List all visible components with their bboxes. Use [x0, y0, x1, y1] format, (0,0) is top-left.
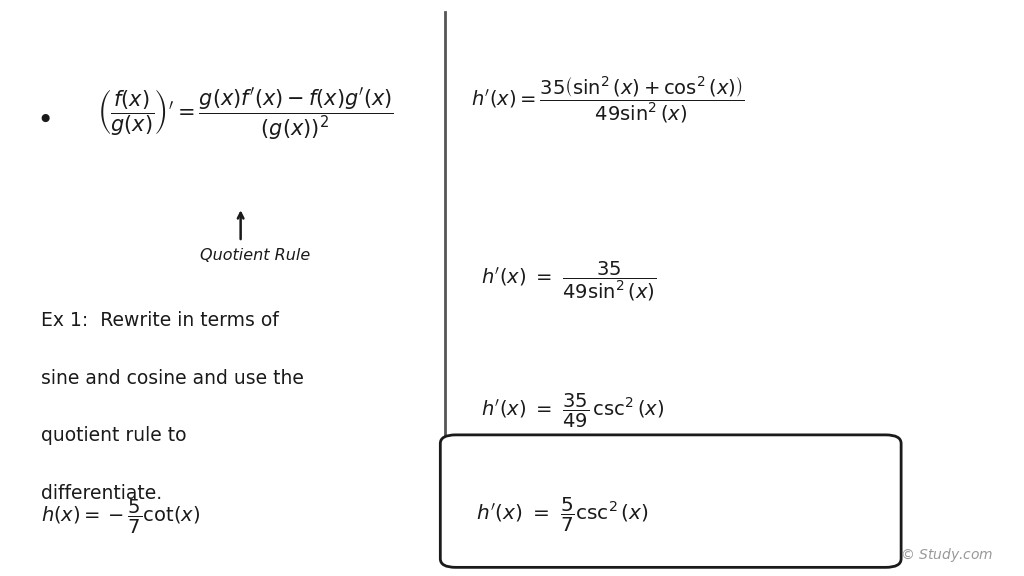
Text: quotient rule to: quotient rule to: [41, 426, 186, 445]
Text: differentiate.: differentiate.: [41, 484, 162, 503]
Text: $h'(x) \ = \ \dfrac{5}{7}\csc^2(x)$: $h'(x) \ = \ \dfrac{5}{7}\csc^2(x)$: [476, 495, 649, 533]
Text: $\bullet$: $\bullet$: [36, 104, 50, 132]
Text: sine and cosine and use the: sine and cosine and use the: [41, 369, 304, 388]
Text: $h'(x) \ = \ \dfrac{35}{49\sin^2(x)}$: $h'(x) \ = \ \dfrac{35}{49\sin^2(x)}$: [481, 259, 656, 303]
Text: Ex 1:  Rewrite in terms of: Ex 1: Rewrite in terms of: [41, 311, 279, 330]
Text: $h'(x) = \dfrac{35\left(\sin^2(x)+\cos^2(x)\right)}{49\sin^2(x)}$: $h'(x) = \dfrac{35\left(\sin^2(x)+\cos^2…: [471, 75, 744, 126]
Text: $\left(\dfrac{f(x)}{g(x)}\right)' = \dfrac{g(x)f'(x) - f(x)g'(x)}{\left(g(x)\rig: $\left(\dfrac{f(x)}{g(x)}\right)' = \dfr…: [97, 86, 394, 142]
Text: $\copyright$ Study.com: $\copyright$ Study.com: [900, 547, 993, 564]
Text: $h'(x) \ = \ \dfrac{35}{49}\,\csc^2(x)$: $h'(x) \ = \ \dfrac{35}{49}\,\csc^2(x)$: [481, 392, 665, 430]
Text: Quotient Rule: Quotient Rule: [200, 248, 310, 263]
Text: $h(x) = -\dfrac{5}{7}\cot(x)$: $h(x) = -\dfrac{5}{7}\cot(x)$: [41, 498, 201, 536]
FancyBboxPatch shape: [440, 435, 901, 567]
